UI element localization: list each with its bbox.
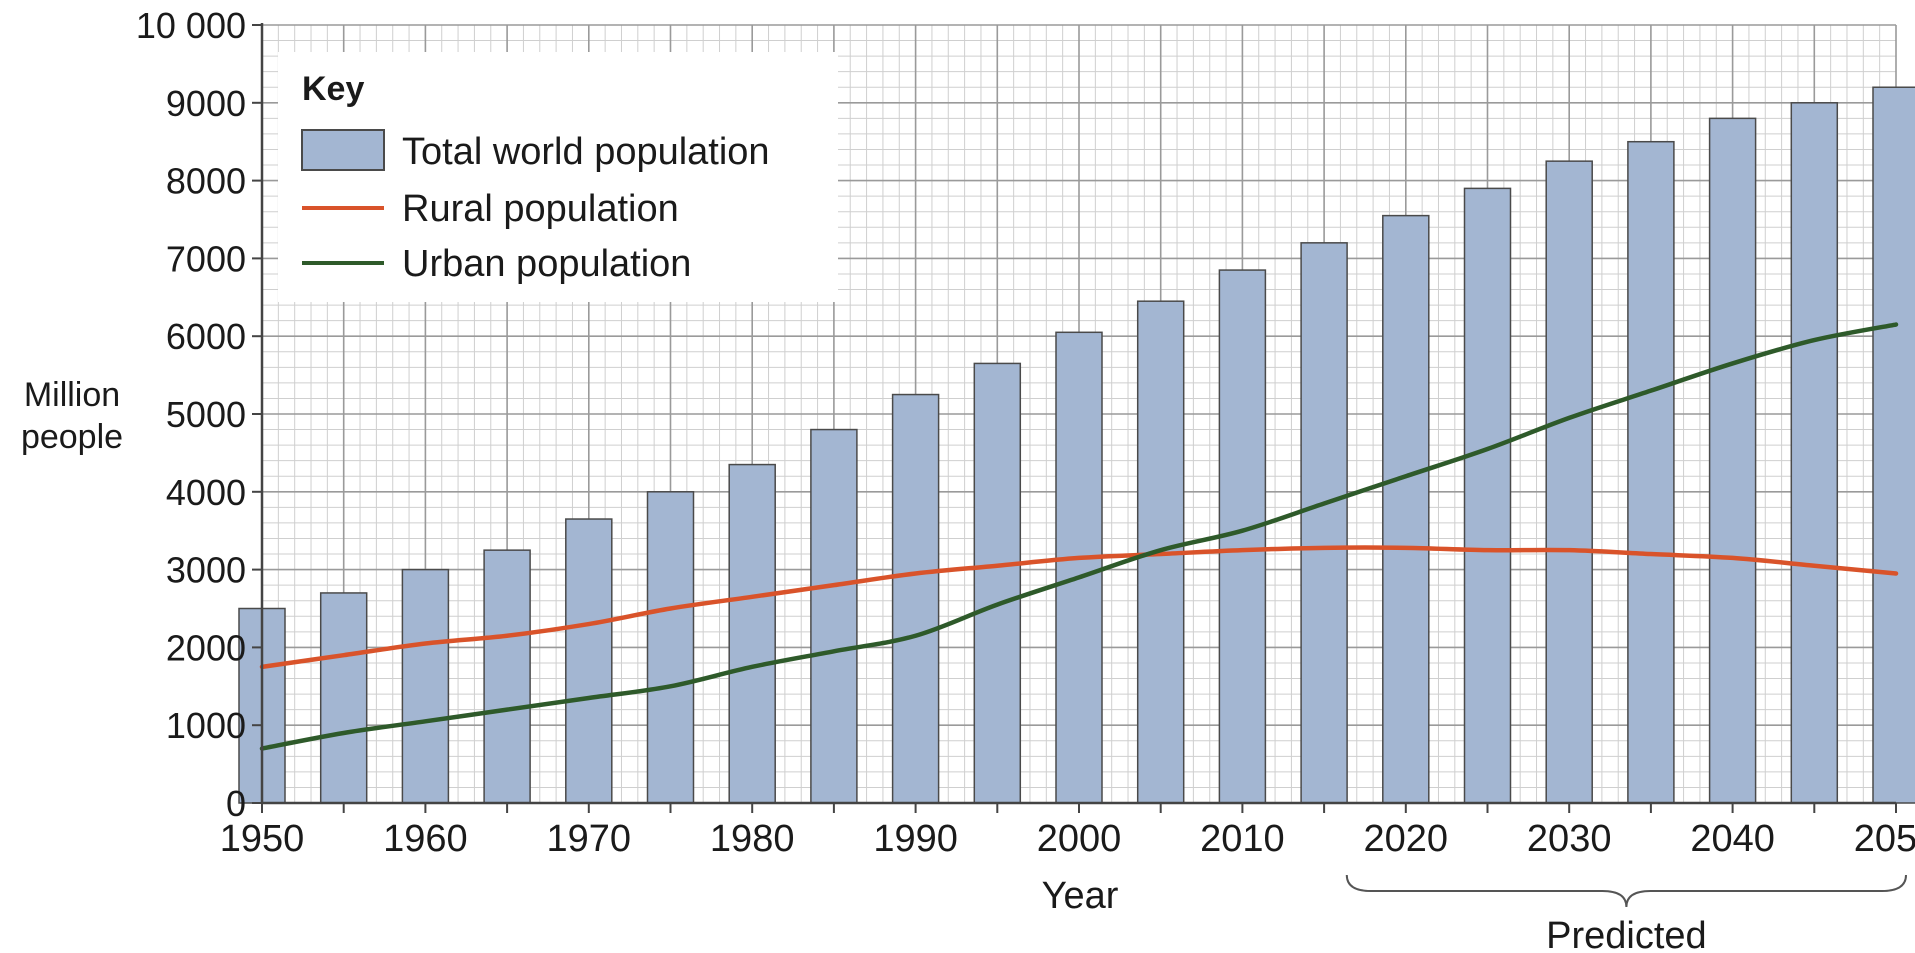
y-tick-label: 7000	[166, 238, 246, 279]
bar-1995	[973, 362, 1022, 804]
bar-1960	[401, 568, 450, 804]
x-tick-label: 1990	[873, 818, 958, 860]
bar-1975	[646, 491, 695, 804]
y-tick-label: 9000	[166, 83, 246, 124]
x-tick-label: 2050	[1854, 818, 1915, 860]
bar-1980	[728, 463, 776, 804]
y-tick-label: 5000	[166, 394, 246, 435]
predicted-brace	[1345, 874, 1907, 908]
y-tick-label: 6000	[166, 316, 246, 357]
x-axis-label: Year	[1042, 875, 1119, 917]
bar-2050	[1872, 86, 1915, 804]
bar-2045	[1790, 102, 1839, 804]
x-tick-label: 1960	[383, 818, 468, 860]
y-tick-label: 4000	[166, 472, 246, 513]
predicted-brace-path	[1345, 874, 1907, 908]
legend-label-urban: Urban population	[402, 243, 691, 285]
bar-2025	[1463, 187, 1512, 804]
population-lines	[259, 322, 1899, 751]
bar-1970	[565, 518, 613, 804]
x-tick-labels: 1950 1960 1970 1980 1990 2000 2010 2020 2030 2040…	[220, 818, 1915, 860]
bar-2020	[1382, 214, 1430, 804]
line-urban-population	[259, 322, 1899, 751]
axes	[252, 23, 1897, 813]
y-tick-labels: 0 1000 2000 3000 4000 5000 6000 7000 8000 9000 10 …	[136, 5, 246, 824]
bar-2000	[1055, 331, 1103, 804]
y-tick-label: 1000	[166, 705, 246, 746]
y-tick-label: 0	[226, 783, 246, 824]
bar-1990	[891, 393, 940, 804]
y-axis-label-line-2: people	[21, 418, 123, 456]
bar-1985	[810, 428, 858, 804]
bar-1955	[319, 592, 368, 804]
legend-box	[278, 52, 838, 302]
bar-2015	[1300, 242, 1348, 804]
y-tick-label: 2000	[166, 627, 246, 668]
bar-2040	[1708, 117, 1757, 804]
y-tick-label: 10 000	[136, 5, 246, 46]
line-rural-population	[259, 545, 1899, 670]
y-tick-label: 8000	[166, 161, 246, 202]
predicted-label: Predicted	[1546, 915, 1707, 953]
bar-2030	[1545, 160, 1593, 804]
x-tick-label: 1970	[547, 818, 632, 860]
legend: Key Total world population Rural populat…	[278, 52, 838, 302]
y-axis-label-line-1: Million	[24, 376, 120, 414]
legend-title: Key	[302, 70, 364, 108]
x-tick-label: 2020	[1364, 818, 1449, 860]
x-tick-label: 1950	[220, 818, 305, 860]
legend-label-total: Total world population	[402, 131, 770, 173]
legend-swatch-total	[301, 129, 385, 171]
y-tick-label: 3000	[166, 550, 246, 591]
legend-label-rural: Rural population	[402, 188, 679, 230]
bar-1965	[483, 549, 531, 804]
x-tick-label: 2040	[1690, 818, 1775, 860]
x-tick-label: 1980	[710, 818, 795, 860]
x-tick-label: 2000	[1037, 818, 1122, 860]
bar-2035	[1627, 140, 1675, 804]
x-tick-label: 2030	[1527, 818, 1612, 860]
x-tick-label: 2010	[1200, 818, 1285, 860]
